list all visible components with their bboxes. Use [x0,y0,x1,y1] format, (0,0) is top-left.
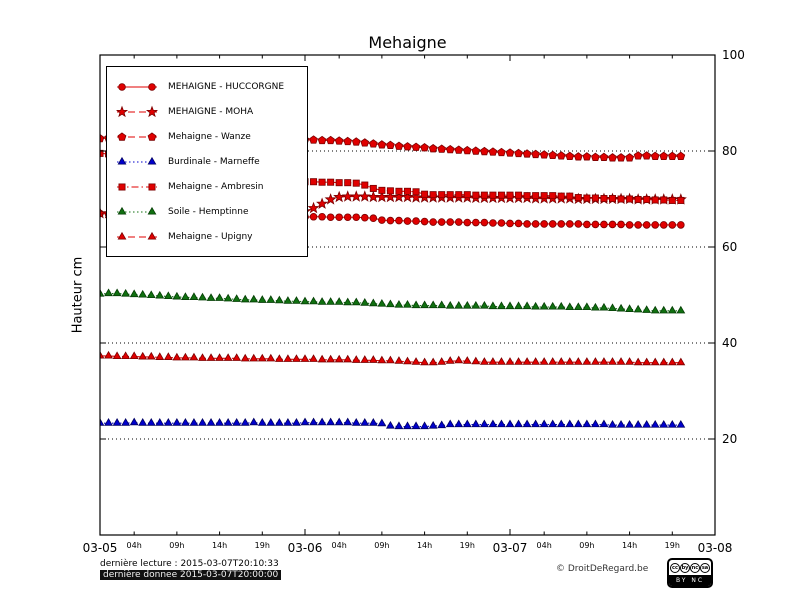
last-reading-text: dernière lecture : 2015-03-07T20:10:33 [100,559,279,569]
x-tick-label-minor: 14h [622,541,637,550]
legend-sample [117,131,157,141]
y-tick-label: 40 [722,336,737,350]
y-tick-label: 80 [722,144,737,158]
legend-sample [117,82,157,91]
legend-sample [117,156,157,165]
cc-license-badge[interactable]: cc by nc sa BY NC SA [667,558,713,588]
legend-item: Mehaigne - Wanze [115,124,299,149]
footer-status: dernière lecture : 2015-03-07T20:10:33 d… [100,559,282,581]
gridlines [100,150,715,440]
legend-label: MEHAIGNE - HUCCORGNE [168,81,285,92]
x-tick-label-major: 03-08 [698,541,733,555]
x-tick-label-minor: 09h [374,541,389,550]
nc-icon: nc [690,562,700,573]
legend-item: Soile - Hemptinne [115,199,299,224]
legend-item: Mehaigne - Ambresin [115,174,299,199]
x-tick-label-minor: 04h [537,541,552,550]
x-tick-label-minor: 19h [460,541,475,550]
legend-item: MEHAIGNE - HUCCORGNE [115,74,299,99]
legend-sample [117,231,157,240]
axis-ticks: 03-05 03-06 03-07 03-08 04h 09h 14h 19h 04h 09h 14… [83,48,745,555]
legend-label: MEHAIGNE - MOHA [168,106,254,117]
x-tick-label-minor: 04h [127,541,142,550]
x-tick-label-minor: 14h [417,541,432,550]
legend-label: Mehaigne - Upigny [168,231,253,242]
x-tick-label-minor: 19h [665,541,680,550]
legend-sample [117,183,157,190]
y-tick-label: 20 [722,432,737,446]
x-tick-label-major: 03-07 [493,541,528,555]
x-tick-label-major: 03-06 [288,541,323,555]
legend-label: Soile - Hemptinne [168,206,249,217]
legend-sample [115,105,159,117]
series-soile-hemptinne [100,288,686,314]
x-tick-label-minor: 09h [579,541,594,550]
y-tick-label: 100 [722,48,745,62]
x-tick-label-minor: 19h [255,541,270,550]
series-burdinale-marneffe [100,417,686,430]
series-mehaigne-upigny [100,350,686,366]
chart-title: Mehaigne [368,33,447,52]
cc-icon: cc [670,562,680,573]
legend-label: Burdinale - Marneffe [168,156,260,167]
legend-item: Mehaigne - Upigny [115,224,299,249]
legend-item: Burdinale - Marneffe [115,149,299,174]
legend-sample [117,206,157,215]
legend-label: Mehaigne - Ambresin [168,181,264,192]
y-tick-label: 60 [722,240,737,254]
legend-label: Mehaigne - Wanze [168,131,251,142]
by-icon: by [680,562,690,573]
x-tick-label-minor: 09h [169,541,184,550]
chart-legend: MEHAIGNE - HUCCORGNE MEHAIGNE - MOHA Mehai… [106,66,308,257]
copyright-link[interactable]: © DroitDeRegard.be [556,564,649,574]
x-tick-label-minor: 14h [212,541,227,550]
x-tick-label-minor: 04h [332,541,347,550]
y-axis-label: Hauteur cm [70,256,86,334]
last-data-text: dernière donnee 2015-03-07T20:00:00 [100,570,282,580]
plot-border [99,54,716,536]
cc-license-strip: BY NC SA [669,575,711,586]
cc-license-icons: cc by nc sa [669,560,711,575]
x-tick-label-major: 03-05 [83,541,118,555]
legend-item: MEHAIGNE - MOHA [115,99,299,124]
sa-icon: sa [700,562,710,573]
